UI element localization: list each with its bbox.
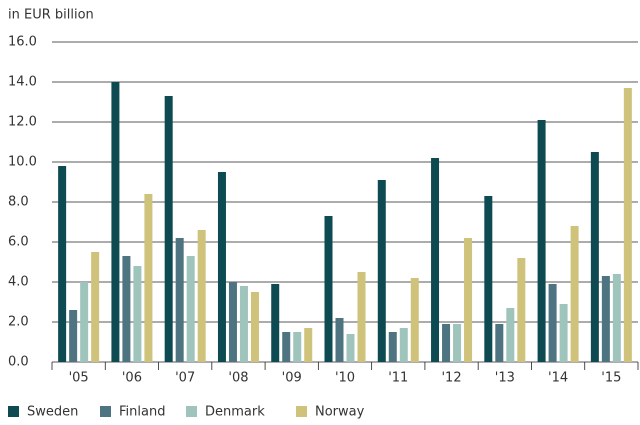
y-tick-label: 16.0 <box>8 35 37 50</box>
bar <box>601 276 610 362</box>
y-tick-label: 2.0 <box>8 315 29 330</box>
bar <box>537 120 546 362</box>
y-tick-label: 10.0 <box>8 155 37 170</box>
bar <box>453 324 462 362</box>
bar <box>559 304 568 362</box>
bar <box>410 278 419 362</box>
bar <box>239 286 248 362</box>
legend-swatch <box>296 406 307 417</box>
legend-swatch <box>100 406 111 417</box>
bar <box>570 226 579 362</box>
x-tick-label: '15 <box>601 371 621 386</box>
bar <box>293 332 302 362</box>
y-tick-label: 6.0 <box>8 235 29 250</box>
x-tick-label: '14 <box>548 371 568 386</box>
bar <box>144 194 153 362</box>
bar <box>58 166 67 362</box>
bar <box>122 256 131 362</box>
bar <box>335 318 344 362</box>
y-tick-label: 12.0 <box>8 115 37 130</box>
bar <box>80 282 89 362</box>
x-tick-label: '13 <box>495 371 515 386</box>
x-tick-label: '09 <box>282 371 302 386</box>
bar <box>612 274 621 362</box>
bar <box>506 308 515 362</box>
bar <box>217 172 226 362</box>
legend-label: Sweden <box>27 405 78 420</box>
bar <box>111 82 120 362</box>
legend-swatch <box>186 406 197 417</box>
y-axis-label: in EUR billion <box>8 8 94 23</box>
x-tick-label: '10 <box>335 371 355 386</box>
bar <box>484 196 493 362</box>
bar <box>517 258 526 362</box>
legend-label: Denmark <box>205 405 265 420</box>
legend-swatch <box>8 406 19 417</box>
bar <box>164 96 173 362</box>
bar <box>304 328 313 362</box>
bar <box>282 332 291 362</box>
x-tick-label: '11 <box>388 371 408 386</box>
x-tick-label: '06 <box>122 371 142 386</box>
y-tick-label: 0.0 <box>8 355 29 370</box>
bar <box>623 88 632 362</box>
bar <box>228 282 237 362</box>
bar <box>250 292 259 362</box>
bar <box>91 252 100 362</box>
y-tick-label: 8.0 <box>8 195 29 210</box>
bar <box>324 216 333 362</box>
bar <box>197 230 206 362</box>
legend-label: Norway <box>315 405 365 420</box>
bar <box>133 266 142 362</box>
bar <box>271 284 280 362</box>
x-tick-label: '12 <box>441 371 461 386</box>
bar <box>186 256 195 362</box>
bar <box>495 324 504 362</box>
x-tick-label: '08 <box>228 371 248 386</box>
bar <box>399 328 408 362</box>
bar <box>357 272 366 362</box>
bar <box>590 152 599 362</box>
y-tick-label: 14.0 <box>8 75 37 90</box>
legend-label: Finland <box>119 405 165 420</box>
bar <box>69 310 78 362</box>
bar <box>442 324 451 362</box>
y-tick-label: 4.0 <box>8 275 29 290</box>
bar <box>431 158 440 362</box>
bar <box>548 284 557 362</box>
bar <box>175 238 184 362</box>
bar <box>346 334 355 362</box>
x-tick-label: '05 <box>69 371 89 386</box>
bar <box>464 238 473 362</box>
x-tick-label: '07 <box>175 371 195 386</box>
bar <box>388 332 397 362</box>
bar <box>377 180 386 362</box>
